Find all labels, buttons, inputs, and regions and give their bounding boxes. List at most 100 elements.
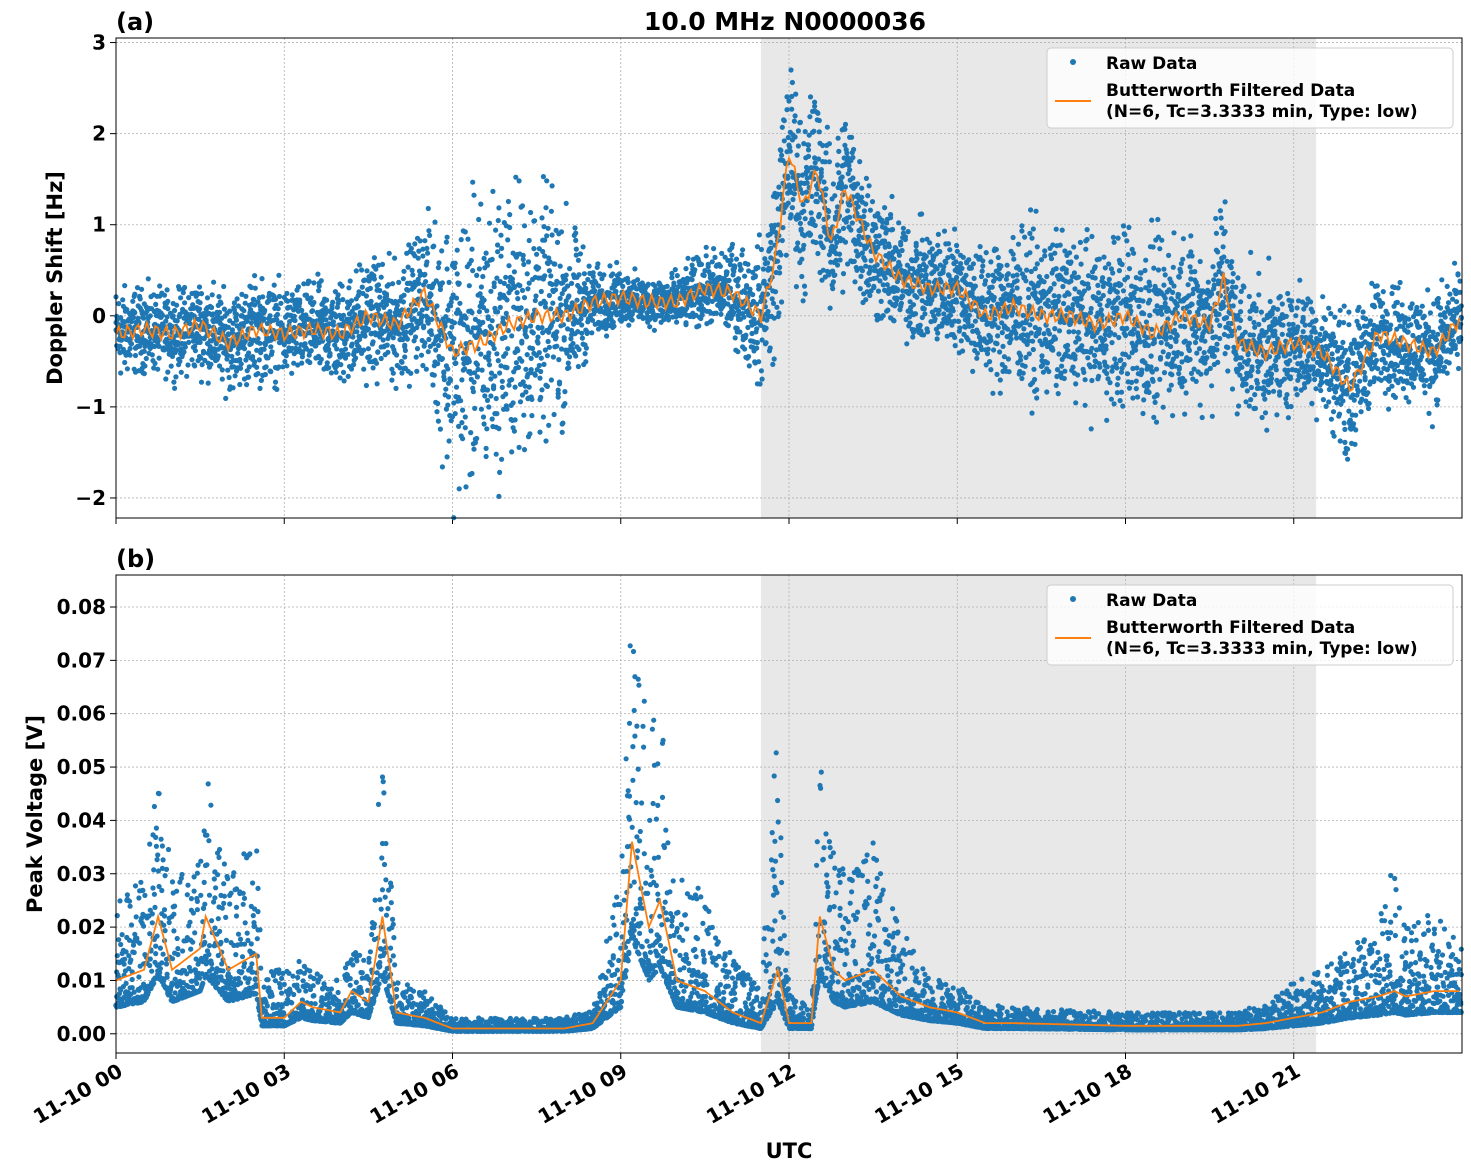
raw-data-point [1027, 230, 1033, 236]
raw-data-point [1190, 291, 1196, 297]
raw-data-point [902, 236, 909, 243]
raw-data-point [1149, 217, 1155, 223]
raw-data-point [795, 143, 802, 149]
raw-data-point [800, 201, 806, 208]
raw-data-point [1044, 389, 1050, 395]
raw-data-point [880, 313, 886, 319]
raw-data-point [1178, 269, 1184, 275]
raw-data-point [1199, 414, 1205, 421]
raw-data-point [1133, 378, 1139, 384]
raw-data-point [546, 422, 552, 428]
raw-data-point [355, 304, 361, 310]
raw-data-point [1222, 199, 1228, 205]
raw-data-point [945, 241, 952, 247]
raw-data-point [958, 261, 964, 267]
raw-data-point [231, 300, 237, 306]
raw-data-point [982, 278, 989, 284]
raw-data-point [672, 267, 678, 273]
raw-data-point [797, 119, 804, 125]
raw-data-point [1119, 261, 1125, 268]
raw-data-point [852, 279, 858, 285]
raw-data-point [471, 446, 477, 452]
raw-data-point [318, 278, 324, 284]
raw-data-point [1100, 275, 1106, 281]
raw-data-point [1075, 274, 1081, 280]
raw-data-point [757, 381, 763, 387]
raw-data-point [434, 409, 440, 415]
raw-data-point [531, 246, 537, 252]
raw-data-point [712, 254, 718, 260]
raw-data-point [743, 332, 749, 338]
raw-data-point [815, 250, 821, 257]
raw-data-point [495, 242, 501, 248]
raw-data-point [479, 367, 485, 373]
raw-data-point [361, 366, 367, 372]
raw-data-point [584, 330, 590, 336]
raw-data-point [770, 361, 776, 367]
raw-data-point [1121, 361, 1127, 368]
raw-data-point [257, 385, 263, 391]
raw-data-point [549, 183, 555, 189]
raw-data-point [995, 254, 1001, 261]
raw-data-point [486, 362, 493, 368]
raw-data-point [357, 262, 363, 268]
raw-data-point [363, 293, 369, 299]
raw-data-point [613, 288, 619, 295]
raw-data-point [200, 348, 207, 354]
raw-data-point [779, 152, 785, 158]
raw-data-point [486, 350, 492, 356]
raw-data-point [703, 244, 709, 250]
raw-data-point [1197, 258, 1203, 265]
raw-data-point [737, 329, 743, 335]
raw-data-point [272, 379, 279, 385]
raw-data-point [1225, 344, 1231, 351]
raw-data-point [378, 274, 384, 280]
raw-data-point [764, 260, 771, 266]
raw-data-point [152, 360, 158, 366]
raw-data-point [910, 302, 917, 308]
raw-data-point [1161, 370, 1168, 376]
raw-data-point [935, 231, 942, 237]
raw-data-point [491, 384, 497, 390]
raw-data-point [518, 305, 524, 311]
raw-data-point [488, 325, 495, 331]
raw-data-point [796, 214, 802, 220]
raw-data-point [1017, 353, 1024, 359]
raw-data-point [771, 356, 777, 362]
raw-data-point [326, 365, 332, 371]
raw-data-point [153, 301, 159, 307]
raw-data-point [489, 256, 495, 262]
raw-data-point [134, 285, 141, 291]
raw-data-point [674, 273, 680, 279]
raw-data-point [963, 308, 969, 314]
raw-data-point [215, 353, 221, 359]
raw-data-point [378, 355, 384, 362]
raw-data-point [548, 377, 555, 383]
raw-data-point [974, 355, 980, 361]
raw-data-point [402, 342, 408, 348]
raw-data-point [1180, 236, 1186, 242]
raw-data-point [729, 252, 735, 258]
raw-data-point [422, 238, 428, 244]
raw-data-point [538, 394, 544, 400]
raw-data-point [137, 296, 143, 302]
raw-data-point [252, 273, 258, 279]
raw-data-point [805, 153, 812, 159]
raw-data-point [832, 244, 839, 250]
raw-data-point [385, 349, 391, 355]
raw-data-point [484, 426, 490, 432]
raw-data-point [517, 283, 523, 289]
raw-data-point [859, 185, 865, 191]
raw-data-point [1176, 292, 1182, 298]
raw-data-point [1026, 294, 1032, 301]
raw-data-point [478, 284, 484, 290]
raw-data-point [523, 325, 529, 331]
raw-data-point [454, 271, 460, 277]
raw-data-point [815, 110, 821, 116]
raw-data-point [754, 326, 760, 332]
raw-data-point [826, 208, 832, 215]
raw-data-point [1222, 351, 1228, 357]
raw-data-point [1202, 338, 1208, 344]
raw-data-point [165, 369, 171, 375]
raw-data-point [868, 258, 874, 264]
